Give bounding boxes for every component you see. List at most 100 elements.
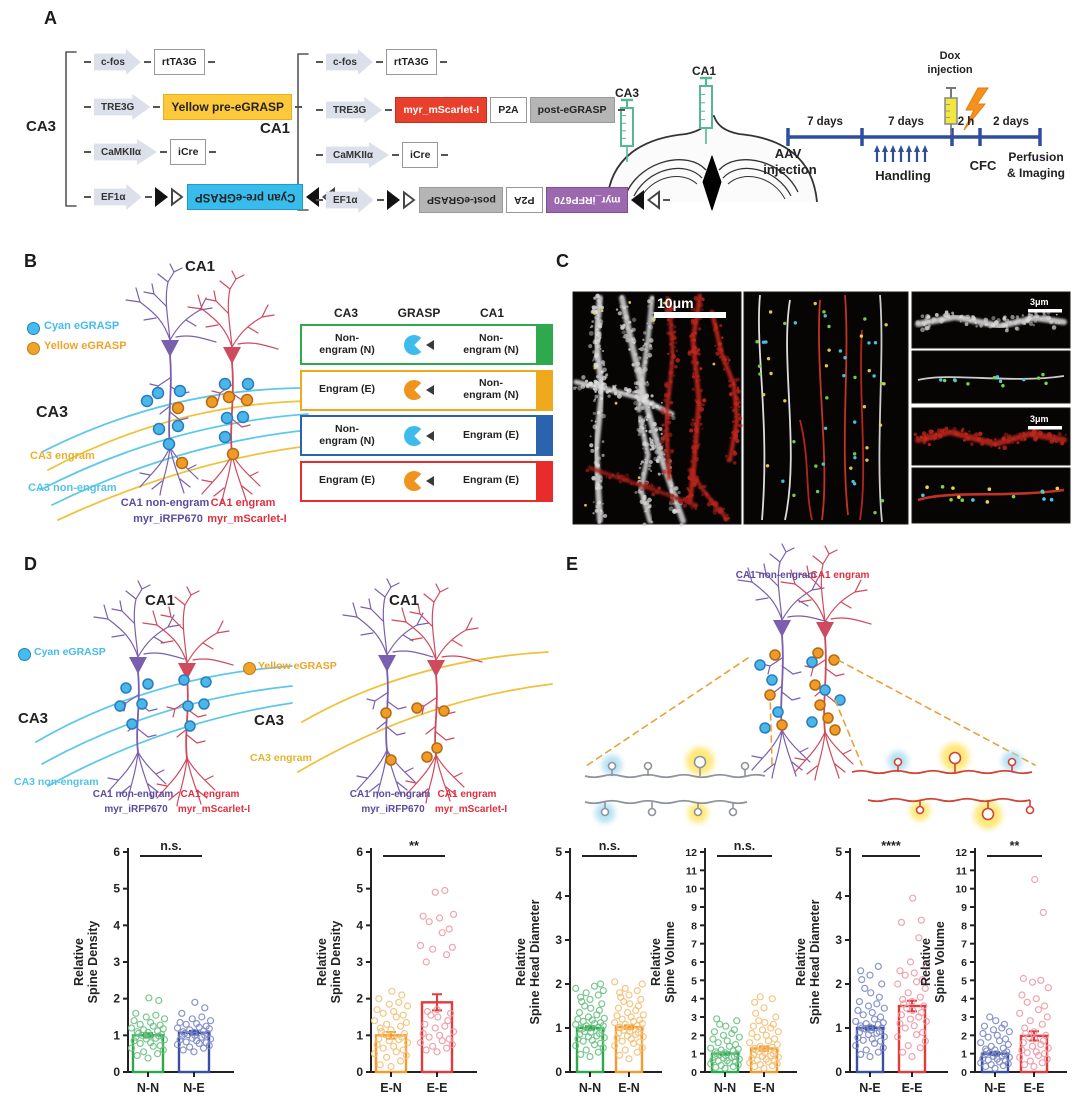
line-dash	[441, 154, 449, 156]
grasp-table-row-3: Non-engram (N) Engram (E)	[300, 415, 553, 456]
svg-text:5: 5	[691, 975, 697, 987]
svg-text:5: 5	[961, 975, 967, 987]
svg-text:5: 5	[555, 845, 562, 859]
grasp-table-row-2: Engram (E) Non-engram (N)	[300, 369, 553, 411]
scatter-points-N-E	[977, 1013, 1013, 1072]
svg-text:Spine Volume: Spine Volume	[663, 921, 677, 1003]
ca3-construct-group-label: CA3	[26, 118, 57, 135]
gene-box: P2A	[490, 97, 527, 123]
grasp-ca1-cell: Engram (E)	[462, 428, 519, 441]
timeline-seg3-label: 2 h	[957, 116, 975, 128]
svg-text:1: 1	[555, 1021, 562, 1035]
chart-spine-density-nn-ne: 0 1 2 3 4 5 6 Relative Spine Density N-N N-E n.s.	[56, 838, 250, 1102]
line-dash	[663, 199, 671, 201]
scalebar-3um-label: 3μm	[1030, 297, 1049, 307]
timeline-dox-label-2: injection	[927, 64, 973, 76]
svg-text:2: 2	[113, 992, 120, 1006]
gene-box: myr_mScarlet-I	[395, 97, 488, 123]
svg-text:N-E: N-E	[859, 1081, 881, 1095]
gene-box: post-eGRASP	[529, 97, 615, 123]
svg-text:3: 3	[555, 933, 562, 947]
pyramidal-neuron	[142, 586, 234, 807]
chart-head-diameter-nn-en: 0 1 2 3 4 5 Relative Spine Head Diameter N-N E-N n…	[506, 838, 678, 1102]
svg-text:9: 9	[961, 902, 967, 914]
svg-text:Relative: Relative	[315, 938, 329, 986]
line-dash	[392, 154, 400, 156]
grasp-ca3-cell: Engram (E)	[318, 383, 375, 396]
scalebar-10um-label: 10μm	[657, 295, 694, 311]
svg-text:Relative: Relative	[72, 938, 86, 986]
lox-triangle-white-icon	[647, 190, 660, 210]
scatter-points-N-E	[852, 962, 888, 1061]
svg-text:**: **	[1010, 839, 1020, 853]
svg-text:E-N: E-N	[618, 1081, 640, 1095]
lox-triangle-black-icon	[154, 187, 168, 207]
svg-text:E-E: E-E	[902, 1081, 923, 1095]
pyramidal-neuron	[125, 263, 217, 496]
promoter-arrow-icon: TRE3G	[94, 94, 151, 120]
grasp-ca3-cell: Non-engram (N)	[319, 331, 375, 356]
lox-triangle-black-icon	[305, 187, 319, 207]
experiment-timeline	[786, 128, 1042, 162]
cfc-lightning-icon	[963, 87, 989, 131]
timeline-aav-label-2: injection	[763, 162, 817, 177]
panel-d-left-ca3-label: CA3	[18, 710, 49, 727]
timeline-seg2-label: 7 days	[888, 116, 924, 128]
gene-box: Yellow pre-eGRASP	[163, 94, 293, 120]
chart-spine-volume-nn-en: 0 1 2 3 4 5 6 7 8 9 10 11 12 Relative Spine Volume N-N E…	[641, 838, 813, 1102]
svg-text:4: 4	[835, 889, 842, 903]
grasp-ca3-cell: Engram (E)	[318, 474, 375, 487]
construct-row-CaMKIIα: CaMKIIα iCre	[84, 138, 217, 166]
chart-axes: 0 1 2 3 4 5 6 Relative Spine Density	[72, 845, 234, 1079]
scatter-points-N-E	[173, 998, 215, 1056]
svg-text:12: 12	[685, 847, 697, 859]
line-dash	[316, 199, 323, 201]
svg-text:N-N: N-N	[714, 1081, 736, 1095]
grasp-ca1-cell: Non-engram (N)	[463, 377, 519, 401]
svg-text:n.s.: n.s.	[599, 839, 621, 853]
svg-text:6: 6	[961, 957, 967, 969]
scatter-points-N-N	[707, 1015, 743, 1072]
promoter-arrow-icon: EF1α	[326, 187, 374, 213]
grasp-color-bar	[536, 462, 551, 500]
scatter-points-N-N	[572, 980, 608, 1061]
svg-text:3: 3	[961, 1012, 967, 1024]
svg-text:6: 6	[356, 845, 363, 859]
grasp-header-grasp: GRASP	[397, 306, 441, 320]
dendrite-zoom-segment	[584, 747, 766, 779]
panel-letter-a: A	[44, 8, 57, 28]
pyramidal-neuron	[93, 580, 185, 801]
construct-row-EF1α: EF1α Cyan pre-eGRASP	[84, 183, 345, 211]
svg-text:8: 8	[961, 920, 967, 932]
svg-text:Relative: Relative	[514, 938, 528, 986]
confocal-images: 10μm 3μm 3μm	[572, 291, 1071, 527]
dendrite-zoom-segment	[851, 743, 1033, 775]
gene-box: Cyan pre-eGRASP	[186, 184, 303, 210]
lox-triangle-white-icon	[403, 190, 416, 210]
line-dash	[316, 154, 323, 156]
gene-box: rtTA3G	[153, 49, 205, 75]
line-dash	[84, 61, 91, 63]
grasp-color-bar	[536, 326, 551, 363]
construct-row-TRE3G: TRE3G myr_mScarlet-I P2A post-eGRASP	[316, 96, 625, 124]
svg-text:5: 5	[835, 845, 842, 859]
panel-e-ca1-non-engram-label: CA1 non-engram	[735, 570, 817, 581]
line-dash	[295, 106, 303, 108]
grasp-table-row-1: Non-engram (N) Non-engram (N)	[300, 324, 553, 365]
svg-text:11: 11	[686, 865, 697, 877]
panel-d-legend-yellow: Yellow eGRASP	[258, 660, 337, 672]
panel-letter-d: D	[24, 554, 37, 574]
dendrite-zoom-segment	[867, 797, 1035, 829]
svg-text:Relative: Relative	[919, 938, 933, 986]
svg-text:3: 3	[356, 955, 363, 969]
line-dash	[316, 109, 323, 111]
svg-text:****: ****	[881, 839, 901, 853]
promoter-arrow-icon: EF1α	[94, 184, 142, 210]
svg-text:E-N: E-N	[380, 1081, 402, 1095]
svg-text:2: 2	[356, 992, 363, 1006]
line-dash	[144, 196, 152, 198]
grasp-ca1-cell: Engram (E)	[462, 474, 519, 487]
svg-text:0: 0	[961, 1067, 967, 1079]
